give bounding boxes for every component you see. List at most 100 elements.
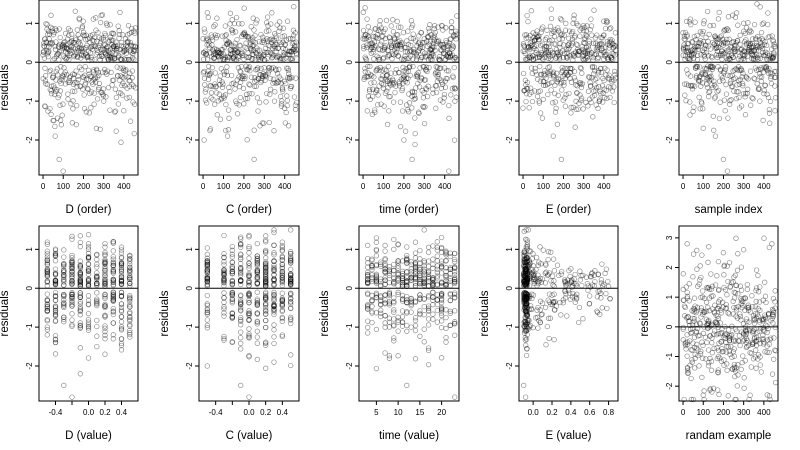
data-point: [261, 120, 267, 126]
data-point: [238, 63, 245, 70]
data-point: [214, 15, 220, 21]
data-point: [206, 39, 212, 45]
data-point: [264, 36, 270, 42]
data-point: [399, 85, 406, 92]
data-point: [523, 352, 530, 359]
data-point: [396, 83, 403, 89]
data-point: [360, 36, 366, 42]
data-point: [224, 64, 230, 70]
data-point: [108, 57, 114, 63]
data-point: [246, 353, 252, 359]
data-point: [534, 307, 540, 313]
data-point: [285, 123, 292, 129]
data-point: [409, 156, 415, 163]
data-point: [80, 29, 87, 35]
data-point: [204, 317, 210, 323]
data-point: [395, 314, 401, 320]
data-point: [366, 42, 372, 48]
data-point: [274, 54, 280, 61]
data-point: [222, 33, 228, 39]
y-tick-label: -2: [185, 136, 194, 144]
data-point: [207, 127, 213, 134]
data-point: [252, 78, 258, 85]
data-point: [223, 32, 229, 38]
data-point: [209, 54, 215, 60]
data-point: [553, 46, 560, 53]
data-point: [408, 309, 414, 315]
data-point: [282, 42, 288, 48]
data-point: [129, 75, 135, 81]
data-point: [45, 49, 52, 55]
data-point: [585, 88, 592, 94]
data-point: [361, 74, 368, 81]
data-point: [590, 114, 596, 120]
data-point: [50, 117, 56, 124]
data-point: [267, 43, 273, 49]
data-point: [80, 74, 86, 80]
data-point: [279, 86, 286, 92]
data-point: [205, 37, 211, 43]
data-point: [362, 69, 368, 75]
data-point: [115, 101, 122, 107]
data-point: [260, 37, 267, 43]
data-point: [262, 72, 268, 79]
data-point: [128, 57, 134, 63]
data-point: [72, 8, 78, 14]
data-point: [43, 81, 49, 87]
data-point: [246, 250, 252, 256]
data-point: [68, 101, 74, 107]
data-point: [548, 6, 554, 12]
data-point: [78, 47, 84, 53]
data-point: [387, 77, 393, 84]
data-point: [220, 47, 226, 53]
data-point: [225, 39, 231, 45]
data-point: [131, 56, 137, 62]
data-point: [365, 63, 371, 70]
data-point: [97, 40, 104, 46]
data-point: [231, 47, 237, 53]
data-point: [216, 77, 223, 83]
data-point: [209, 42, 215, 48]
data-point: [102, 30, 108, 37]
data-point: [534, 93, 541, 100]
data-point: [292, 48, 298, 54]
data-point: [220, 51, 226, 57]
data-point: [101, 98, 107, 104]
data-point: [204, 42, 210, 48]
data-point: [75, 40, 82, 47]
data-point: [599, 261, 605, 267]
data-point: [112, 42, 118, 48]
data-point: [204, 35, 210, 41]
data-point: [712, 133, 719, 139]
data-point: [79, 23, 86, 30]
data-point: [234, 111, 241, 117]
data-point: [41, 55, 48, 61]
data-point: [287, 56, 293, 62]
data-point: [371, 56, 377, 62]
data-point: [128, 42, 135, 48]
data-point: [762, 293, 769, 299]
data-point: [741, 375, 747, 381]
data-point: [43, 48, 50, 54]
y-axis-label: residuals: [159, 64, 171, 110]
data-point: [293, 50, 300, 56]
data-point: [99, 69, 106, 75]
data-point: [78, 45, 84, 52]
data-point: [53, 68, 59, 75]
data-point: [542, 304, 549, 311]
x-tick-label: 200: [77, 182, 91, 191]
data-point: [387, 93, 393, 100]
data-point: [287, 85, 294, 92]
data-point: [96, 72, 102, 79]
data-point: [268, 36, 274, 42]
data-point: [77, 83, 84, 90]
data-point: [550, 133, 556, 139]
y-axis-label: residuals: [159, 290, 171, 336]
data-point: [379, 39, 385, 45]
data-point: [95, 86, 102, 93]
data-point: [236, 83, 243, 90]
data-point: [574, 42, 581, 48]
data-point: [376, 67, 382, 73]
data-point: [61, 254, 67, 260]
data-point: [102, 69, 108, 76]
